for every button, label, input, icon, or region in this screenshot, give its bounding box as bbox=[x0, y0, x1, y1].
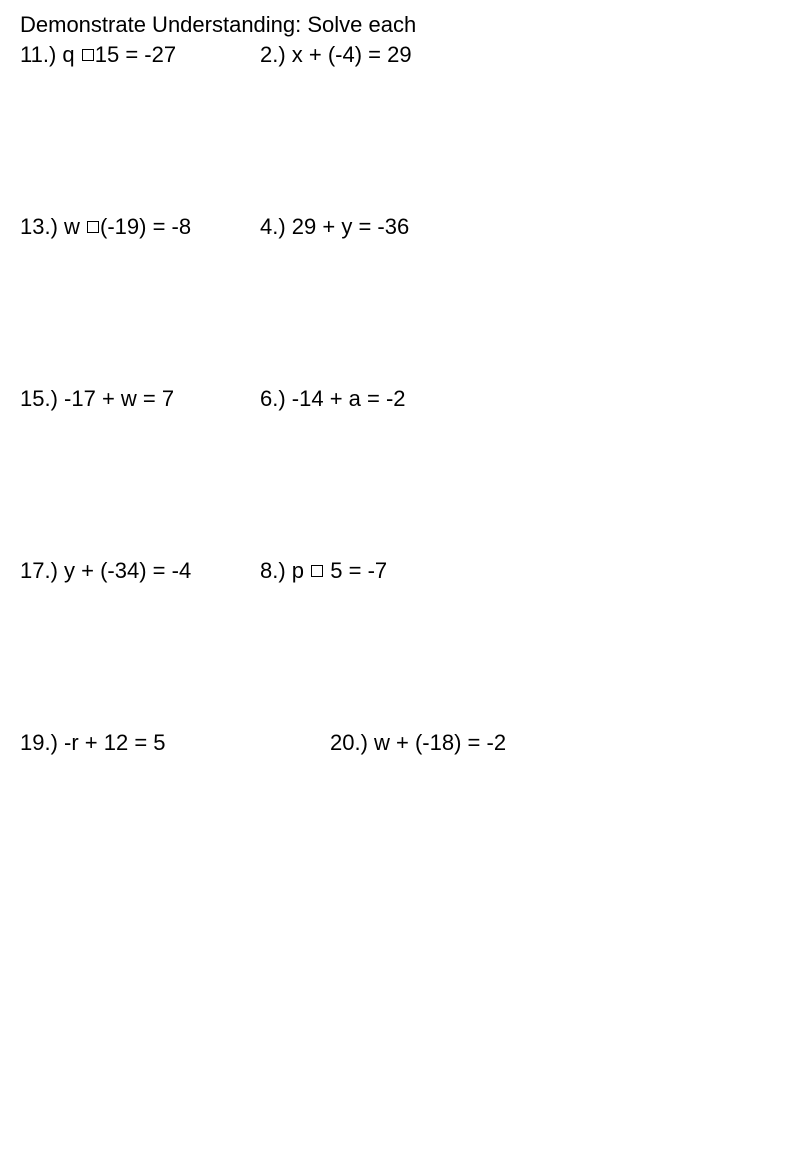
problem-number: 15.) bbox=[20, 386, 64, 411]
problem-15: 15.) -17 + w = 7 bbox=[20, 386, 260, 412]
problem-13: 13.) w (-19) = -8 bbox=[20, 214, 260, 240]
equation-text: y + (-34) = -4 bbox=[64, 558, 191, 583]
problem-6: 6.) -14 + a = -2 bbox=[260, 386, 800, 412]
worksheet-heading: Demonstrate Understanding: Solve each bbox=[20, 12, 800, 38]
problem-number: 19.) bbox=[20, 730, 64, 755]
problem-number: 11.) bbox=[20, 42, 62, 67]
equation-text: 6.) -14 + a = -2 bbox=[260, 386, 406, 411]
problem-4: 4.) 29 + y = -36 bbox=[260, 214, 800, 240]
problem-number: 8.) bbox=[260, 558, 292, 583]
problem-8: 8.) p 5 = -7 bbox=[260, 558, 800, 584]
problem-row-1: 11.) q 15 = -27 2.) x + (-4) = 29 bbox=[20, 42, 800, 68]
problem-number: 13.) bbox=[20, 214, 64, 239]
equation-post: (-19) = -8 bbox=[100, 214, 191, 239]
problem-row-2: 13.) w (-19) = -8 4.) 29 + y = -36 bbox=[20, 214, 800, 240]
problem-17: 17.) y + (-34) = -4 bbox=[20, 558, 260, 584]
equation-text: 20.) w + (-18) = -2 bbox=[330, 730, 506, 755]
problem-19: 19.) -r + 12 = 5 bbox=[20, 730, 330, 756]
problem-row-4: 17.) y + (-34) = -4 8.) p 5 = -7 bbox=[20, 558, 800, 584]
equation-pre: q bbox=[62, 42, 80, 67]
box-icon bbox=[87, 221, 99, 233]
equation-post: 5 = -7 bbox=[324, 558, 387, 583]
box-icon bbox=[311, 565, 323, 577]
problem-row-3: 15.) -17 + w = 7 6.) -14 + a = -2 bbox=[20, 386, 800, 412]
problem-2: 2.) x + (-4) = 29 bbox=[260, 42, 800, 68]
problem-20: 20.) w + (-18) = -2 bbox=[330, 730, 800, 756]
equation-text: 2.) x + (-4) = 29 bbox=[260, 42, 412, 67]
equation-pre: p bbox=[292, 558, 310, 583]
equation-post: 15 = -27 bbox=[95, 42, 176, 67]
equation-text: -17 + w = 7 bbox=[64, 386, 174, 411]
equation-pre: w bbox=[64, 214, 86, 239]
box-icon bbox=[82, 49, 94, 61]
equation-text: -r + 12 = 5 bbox=[64, 730, 166, 755]
problem-11: 11.) q 15 = -27 bbox=[20, 42, 260, 68]
equation-text: 4.) 29 + y = -36 bbox=[260, 214, 409, 239]
problem-row-5: 19.) -r + 12 = 5 20.) w + (-18) = -2 bbox=[20, 730, 800, 756]
problem-number: 17.) bbox=[20, 558, 64, 583]
